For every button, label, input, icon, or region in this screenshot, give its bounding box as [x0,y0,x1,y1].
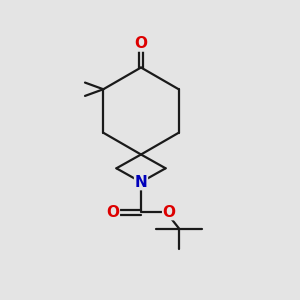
Text: N: N [135,175,147,190]
Text: O: O [134,36,148,51]
Text: O: O [163,205,176,220]
Text: O: O [106,205,119,220]
